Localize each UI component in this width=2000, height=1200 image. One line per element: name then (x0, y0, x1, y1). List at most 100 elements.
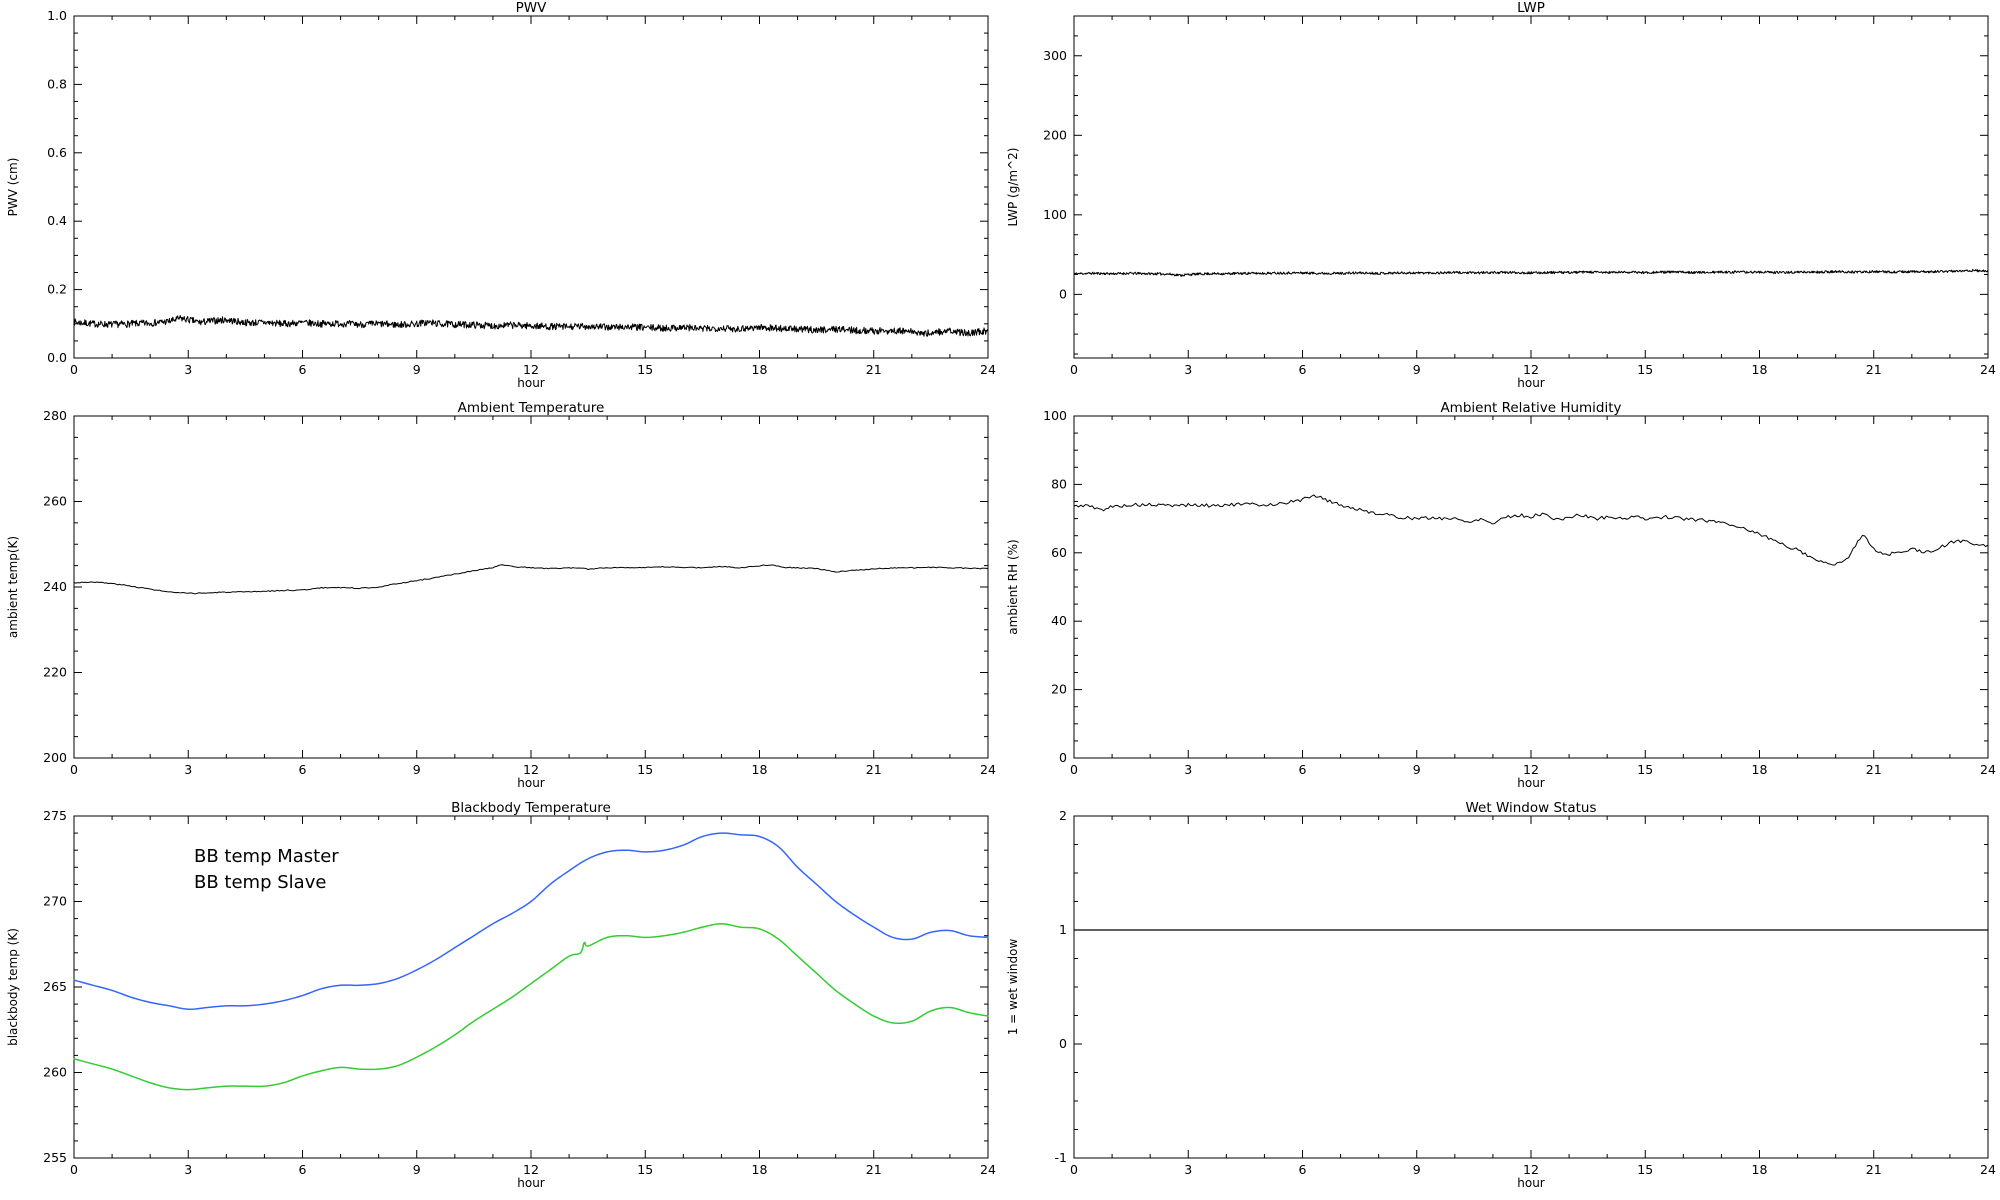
x-tick-label: 12 (523, 1162, 539, 1177)
chart-title: Ambient Temperature (458, 400, 605, 416)
x-tick-label: 24 (980, 762, 996, 777)
x-tick-label: 9 (1413, 362, 1421, 377)
x-tick-label: 18 (752, 1162, 768, 1177)
y-tick-label: 240 (43, 579, 67, 594)
axes-frame (1073, 415, 1989, 759)
x-tick-label: 3 (184, 762, 192, 777)
x-tick-label: 15 (637, 762, 653, 777)
blackbody-temperature-plot-canvas: 0 3 6 9 12 15 18 21 24 255 260 265 270 275 Blackbody T… (6, 800, 996, 1190)
chart-title: PWV (516, 0, 547, 16)
y-tick-label: 255 (43, 1150, 67, 1165)
chart-pwv: 0 3 6 9 12 15 18 21 24 0.0 0.2 0.4 0.6 0.8 1.0 PWV hour P… (6, 0, 996, 390)
x-axis-label: hour (517, 376, 545, 390)
chart-title: Ambient Relative Humidity (1440, 400, 1621, 416)
x-tick-label: 15 (637, 362, 653, 377)
ambient-temperature-plot-canvas: 0 3 6 9 12 15 18 21 24 200 220 240 260 280 Ambient Tem… (6, 400, 996, 790)
x-tick-label: 3 (184, 1162, 192, 1177)
x-tick-label: 6 (299, 762, 307, 777)
chart-blackbody-temperature: 0 3 6 9 12 15 18 21 24 255 260 265 270 275 Blackbody T… (6, 800, 996, 1190)
y-tick-label: 220 (43, 665, 67, 680)
x-tick-label: 21 (866, 1162, 882, 1177)
x-tick-label: 18 (1752, 1162, 1768, 1177)
y-tick-label: 40 (1051, 613, 1067, 628)
y-tick-label: 0 (1059, 286, 1067, 301)
chart-ambient-temperature: 0 3 6 9 12 15 18 21 24 200 220 240 260 280 Ambient Tem… (6, 400, 996, 790)
x-tick-label: 18 (752, 362, 768, 377)
x-axis-label: hour (1517, 1176, 1545, 1190)
x-tick-label: 24 (980, 1162, 996, 1177)
chart-cell-blackbody-temperature: 0 3 6 9 12 15 18 21 24 255 260 265 270 275 Blackbody T… (0, 800, 1000, 1200)
y-tick-label: 0.2 (47, 282, 67, 297)
x-tick-label: 15 (1637, 1162, 1653, 1177)
x-tick-label: 24 (980, 362, 996, 377)
chart-ambient-relative-humidity: 0 3 6 9 12 15 18 21 24 0 20 40 60 80 100 Ambient Relati… (1006, 400, 1996, 790)
x-tick-label: 0 (1070, 1162, 1078, 1177)
axes-frame (1073, 15, 1989, 359)
series-lwp (1073, 268, 1989, 277)
y-tick-label: 0.0 (47, 350, 67, 365)
x-tick-label: 3 (1184, 1162, 1192, 1177)
x-tick-label: 0 (1070, 762, 1078, 777)
axes-frame (73, 15, 989, 359)
chart-title: Blackbody Temperature (451, 800, 611, 816)
x-tick-label: 0 (70, 362, 78, 377)
x-tick-label: 18 (752, 762, 768, 777)
series-ambient-temp (73, 564, 989, 595)
x-tick-label: 24 (1980, 762, 1996, 777)
y-tick-label: 1.0 (47, 8, 67, 23)
x-axis-label: hour (517, 1176, 545, 1190)
x-tick-label: 21 (1866, 362, 1882, 377)
x-tick-label: 21 (1866, 1162, 1882, 1177)
legend-label-bb-temp-slave: BB temp Slave (194, 872, 326, 893)
chart-lwp: 0 3 6 9 12 15 18 21 24 0 100 200 300 LWP hour LWP (g/m^… (1006, 0, 1996, 390)
x-tick-label: 18 (1752, 362, 1768, 377)
y-tick-label: -1 (1055, 1150, 1067, 1165)
axes-frame (73, 415, 989, 759)
x-tick-label: 0 (70, 1162, 78, 1177)
y-axis-label: ambient RH (%) (1006, 539, 1020, 634)
y-tick-label: 200 (43, 750, 67, 765)
chart-cell-pwv: 0 3 6 9 12 15 18 21 24 0.0 0.2 0.4 0.6 0.8 1.0 PWV hour P… (0, 0, 1000, 400)
axes-frame (73, 815, 989, 1159)
x-tick-label: 3 (1184, 362, 1192, 377)
x-tick-label: 12 (1523, 762, 1539, 777)
chart-title: LWP (1517, 0, 1545, 16)
y-tick-label: 0.6 (47, 145, 67, 160)
x-tick-label: 24 (1980, 362, 1996, 377)
y-axis-label: PWV (cm) (6, 158, 20, 217)
lwp-plot-canvas: 0 3 6 9 12 15 18 21 24 0 100 200 300 LWP hour LWP (g/m^… (1006, 0, 1996, 390)
x-tick-label: 0 (1070, 362, 1078, 377)
x-axis-label: hour (517, 776, 545, 790)
x-tick-label: 6 (1299, 362, 1307, 377)
y-tick-label: 1 (1059, 922, 1067, 937)
x-tick-label: 15 (1637, 362, 1653, 377)
x-tick-label: 9 (413, 1162, 421, 1177)
x-tick-label: 6 (299, 362, 307, 377)
y-tick-label: 0.4 (47, 213, 67, 228)
x-tick-label: 6 (299, 1162, 307, 1177)
y-tick-label: 60 (1051, 545, 1067, 560)
x-tick-label: 9 (413, 762, 421, 777)
x-tick-label: 18 (1752, 762, 1768, 777)
y-tick-label: 100 (1043, 207, 1067, 222)
x-tick-label: 21 (1866, 762, 1882, 777)
y-tick-label: 275 (43, 808, 67, 823)
y-tick-label: 200 (1043, 127, 1067, 142)
x-axis-label: hour (1517, 376, 1545, 390)
chart-cell-ambient-relative-humidity: 0 3 6 9 12 15 18 21 24 0 20 40 60 80 100 Ambient Relati… (1000, 400, 2000, 800)
x-tick-label: 3 (184, 362, 192, 377)
chart-cell-ambient-temperature: 0 3 6 9 12 15 18 21 24 200 220 240 260 280 Ambient Tem… (0, 400, 1000, 800)
legend-label-bb-temp-master: BB temp Master (194, 846, 339, 867)
series-pwv (73, 314, 989, 337)
y-axis-label: 1 = wet window (1006, 939, 1020, 1036)
x-tick-label: 21 (866, 362, 882, 377)
y-tick-label: 280 (43, 408, 67, 423)
x-tick-label: 6 (1299, 1162, 1307, 1177)
x-tick-label: 0 (70, 762, 78, 777)
x-tick-label: 3 (1184, 762, 1192, 777)
axes-frame (1073, 815, 1989, 1159)
x-tick-label: 21 (866, 762, 882, 777)
y-tick-label: 0.8 (47, 76, 67, 91)
